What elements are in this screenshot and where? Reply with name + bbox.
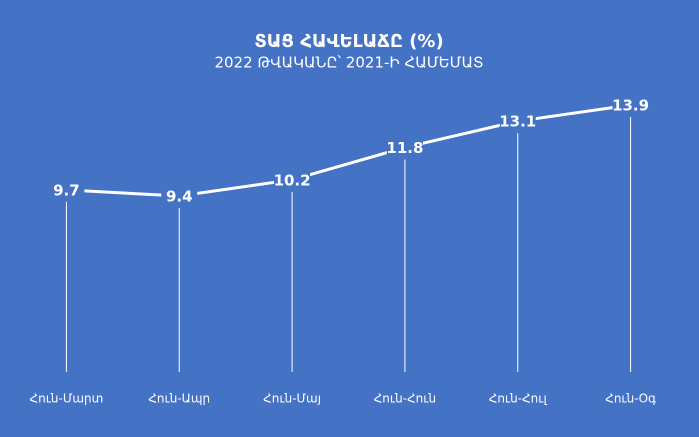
x-tick-label: Հուն-Հուլ bbox=[489, 392, 548, 406]
label-bg bbox=[612, 94, 649, 116]
data-label: 10.2 bbox=[274, 171, 311, 189]
x-tick-label: Հուն-Մարտ bbox=[30, 392, 104, 406]
chart-subtitle: 2022 ԹՎԱԿԱՆԸ՝ 2021-Ի ՀԱՄԵՄԱՏ bbox=[214, 54, 483, 72]
chart-title: ՏԱՑ ՀԱՎԵԼԱՃԸ (%) bbox=[254, 31, 443, 52]
x-tick-label: Հուն-Ապր bbox=[148, 392, 210, 406]
label-bg bbox=[161, 185, 198, 207]
data-label: 11.8 bbox=[386, 139, 423, 157]
data-label: 13.9 bbox=[612, 97, 649, 115]
label-bg bbox=[48, 178, 85, 201]
x-tick-label: Հուն-Օգ bbox=[605, 392, 656, 406]
x-tick-label: Հուն-Մայ bbox=[263, 392, 321, 406]
data-label: 13.1 bbox=[499, 113, 536, 131]
line bbox=[66, 103, 631, 198]
label-bg bbox=[274, 168, 311, 191]
label-bg bbox=[499, 110, 536, 133]
label-bg bbox=[386, 136, 423, 159]
x-tick-label: Հուն-Հուն bbox=[374, 392, 436, 406]
data-label: 9.4 bbox=[166, 188, 193, 206]
data-label: 9.7 bbox=[53, 181, 80, 199]
